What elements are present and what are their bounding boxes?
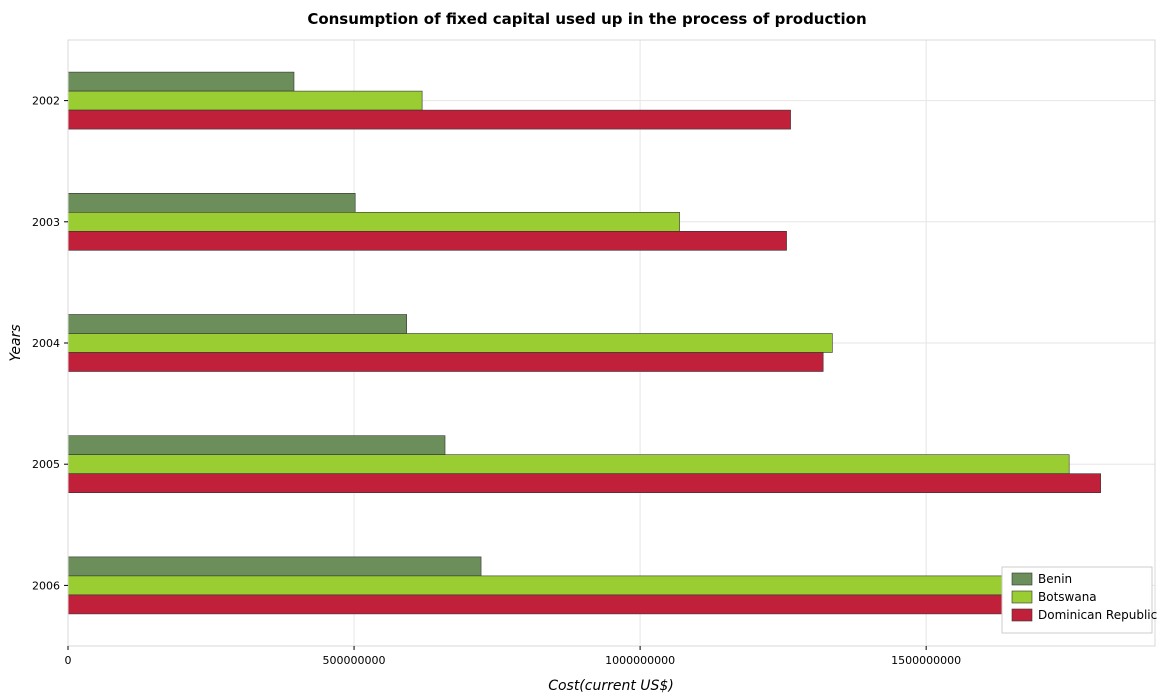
bar-botswana bbox=[67, 575, 1049, 596]
x-axis-label: Cost(current US$) bbox=[548, 678, 674, 694]
x-tick-label: 1000000000 bbox=[605, 654, 675, 667]
bar-dominican-republic bbox=[67, 231, 787, 251]
y-tick-label: 2002 bbox=[32, 95, 60, 108]
y-tick-label: 2005 bbox=[32, 458, 60, 471]
y-tick-label: 2006 bbox=[32, 579, 60, 592]
bar-botswana bbox=[67, 333, 833, 353]
bar-benin bbox=[67, 314, 407, 334]
y-axis-ticks: 2002 2003 2004 2005 2006 bbox=[32, 95, 68, 592]
bar-botswana bbox=[67, 90, 423, 111]
legend-label: Botswana bbox=[1038, 590, 1097, 604]
bar-dominican-republic bbox=[67, 352, 824, 372]
bar-botswana bbox=[67, 454, 1070, 475]
bar-dominican-republic bbox=[67, 594, 1111, 615]
bar-benin bbox=[67, 435, 446, 456]
x-tick-label: 500000000 bbox=[323, 654, 386, 667]
x-axis-ticks: 0 500000000 1000000000 1500000000 bbox=[65, 646, 961, 667]
legend: Benin Botswana Dominican Republic bbox=[1001, 566, 1157, 634]
x-tick-label: 0 bbox=[65, 654, 72, 667]
bar-benin bbox=[67, 556, 482, 577]
legend-label: Dominican Republic bbox=[1038, 608, 1157, 622]
legend-swatch bbox=[1011, 572, 1033, 586]
bar-benin bbox=[67, 71, 295, 92]
y-tick-label: 2004 bbox=[32, 337, 60, 350]
bar-botswana bbox=[67, 212, 680, 232]
x-tick-label: 1500000000 bbox=[891, 654, 961, 667]
bar-benin bbox=[67, 193, 356, 213]
bar-dominican-republic bbox=[67, 473, 1101, 494]
legend-label: Benin bbox=[1038, 572, 1072, 586]
y-tick-label: 2003 bbox=[32, 216, 60, 229]
chart-title: Consumption of fixed capital used up in … bbox=[307, 10, 866, 28]
legend-swatch bbox=[1011, 590, 1033, 604]
bar-dominican-republic bbox=[67, 109, 791, 130]
y-axis-label: Years bbox=[8, 324, 24, 361]
legend-swatch bbox=[1011, 608, 1033, 622]
